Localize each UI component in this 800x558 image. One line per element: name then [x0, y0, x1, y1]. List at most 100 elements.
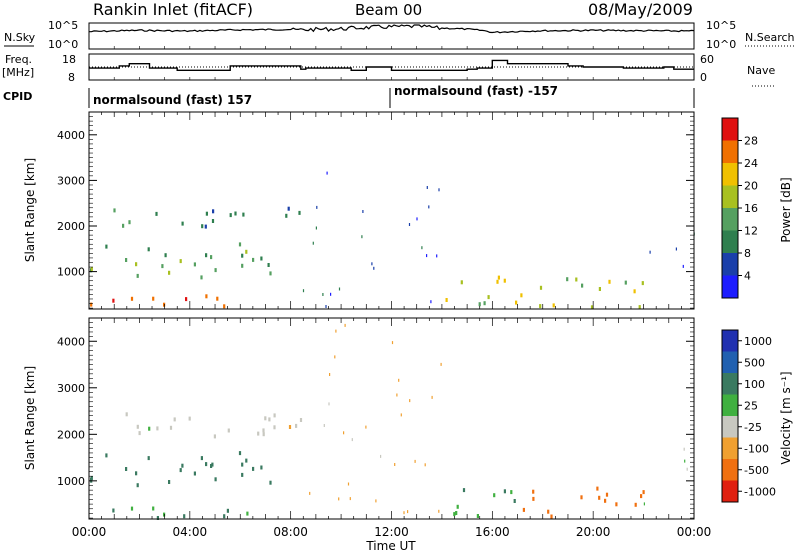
colorbar-segment	[722, 208, 738, 231]
heatmap-cell	[624, 280, 627, 285]
freq-left-tick-low: 8	[68, 71, 75, 84]
heatmap-cell	[373, 266, 375, 270]
heatmap-cell	[223, 304, 226, 309]
velocity-yaxis: 1000 2000 3000 4000	[57, 317, 694, 519]
heatmap-cell	[483, 301, 486, 306]
colorbar-segment	[722, 373, 738, 395]
heatmap-cell	[227, 428, 230, 433]
x-tick-label: 16:00	[475, 525, 510, 539]
noise-right-tick-low: 10^0	[706, 38, 736, 51]
heatmap-cell	[642, 490, 645, 495]
plot-title: Rankin Inlet (fitACF)	[93, 0, 253, 19]
heatmap-cell	[309, 491, 311, 495]
heatmap-cell	[273, 425, 276, 430]
heatmap-cell	[440, 362, 442, 366]
noise-right-label: N.Search	[745, 31, 795, 44]
heatmap-cell	[581, 283, 584, 288]
colorbar-tick-label: -100	[744, 442, 769, 455]
heatmap-cell	[478, 302, 481, 307]
heatmap-cell	[242, 212, 245, 217]
heatmap-cell	[414, 459, 416, 463]
colorbar-segment	[722, 437, 738, 459]
heatmap-cell	[634, 502, 637, 507]
noise-panel: N.Sky 10^5 10^0 N.Search 10^5 10^0	[4, 19, 795, 80]
heatmap-cell	[268, 417, 271, 422]
y-tick-label: 3000	[57, 174, 85, 187]
heatmap-cell	[287, 206, 290, 211]
heatmap-cell	[148, 426, 151, 431]
freq-right-tick-high: 60	[700, 53, 714, 66]
heatmap-cell	[539, 285, 543, 290]
heatmap-cell	[269, 480, 272, 485]
heatmap-cell	[105, 453, 108, 458]
heatmap-cell	[615, 502, 618, 507]
heatmap-cell	[168, 480, 171, 484]
heatmap-cell	[223, 514, 226, 519]
heatmap-cell	[684, 459, 686, 463]
heatmap-cell	[328, 402, 330, 406]
heatmap-cell	[496, 279, 499, 284]
cpid-panel: CPID normalsound (fast) 157 normalsound …	[3, 84, 695, 108]
colorbar-tick-label: -1000	[744, 485, 776, 498]
colorbar-tick-label: 500	[744, 356, 765, 369]
heatmap-cell	[343, 431, 345, 435]
heatmap-cell	[252, 257, 255, 262]
heatmap-cell	[335, 329, 337, 333]
heatmap-cell	[326, 171, 328, 175]
colorbar-segment	[722, 253, 738, 276]
heatmap-cell	[238, 451, 242, 456]
heatmap-cell	[105, 244, 108, 249]
colorbar-segment	[722, 394, 738, 416]
heatmap-cell	[241, 472, 244, 477]
heatmap-cell	[338, 287, 341, 291]
heatmap-cell	[503, 278, 506, 283]
heatmap-cell	[161, 264, 164, 269]
heatmap-cell	[136, 273, 139, 278]
heatmap-cell	[211, 462, 214, 467]
heatmap-cell	[682, 264, 684, 268]
heatmap-cell	[347, 482, 350, 486]
x-tick-label: 20:00	[576, 525, 611, 539]
heatmap-cell	[323, 424, 325, 427]
heatmap-cell	[299, 418, 303, 422]
heatmap-cell	[193, 471, 196, 476]
colorbar-tick-label: 100	[744, 378, 765, 391]
x-axis-label: Time UT	[365, 539, 416, 553]
colorbar-segment	[722, 140, 738, 163]
y-tick-label: 2000	[57, 220, 85, 233]
heatmap-cell	[135, 471, 138, 476]
heatmap-cell	[238, 242, 242, 247]
colorbar-tick-label: 24	[744, 157, 758, 170]
velocity-colorbar-label: Velocity [m s⁻¹]	[779, 371, 793, 464]
heatmap-cell	[193, 262, 196, 267]
noise-left-tick-low: 10^0	[48, 38, 78, 51]
colorbar-segment	[722, 230, 738, 253]
x-tick-label: 00:00	[72, 525, 107, 539]
heatmap-cell	[183, 514, 186, 519]
y-tick-label: 1000	[57, 266, 85, 279]
heatmap-cell	[456, 504, 459, 509]
heatmap-cell	[396, 393, 398, 397]
heatmap-cell	[90, 476, 93, 481]
colorbar-tick-label: -25	[744, 421, 762, 434]
cpid-label: CPID	[3, 90, 32, 103]
heatmap-cell	[391, 341, 394, 345]
velocity-heatmap-cells	[90, 323, 688, 520]
power-ylabel: Slant Range [km]	[23, 158, 37, 262]
heatmap-cell	[421, 246, 423, 250]
colorbar-segment	[722, 275, 738, 298]
heatmap-cell	[241, 462, 244, 467]
heatmap-cell	[683, 447, 685, 451]
heatmap-cell	[416, 217, 418, 221]
heatmap-cell	[431, 395, 433, 399]
heatmap-cell	[566, 277, 569, 282]
noise-left-label: N.Sky	[4, 31, 36, 44]
heatmap-cell	[214, 268, 217, 273]
heatmap-cell	[436, 254, 438, 258]
heatmap-cell	[539, 304, 542, 309]
velocity-panel: 1000 2000 3000 4000 Slant Range [km] 1000 50…	[23, 317, 793, 520]
colorbar-tick-label: 28	[744, 135, 758, 148]
x-tick-label: 08:00	[273, 525, 308, 539]
heatmap-cell	[605, 492, 609, 497]
